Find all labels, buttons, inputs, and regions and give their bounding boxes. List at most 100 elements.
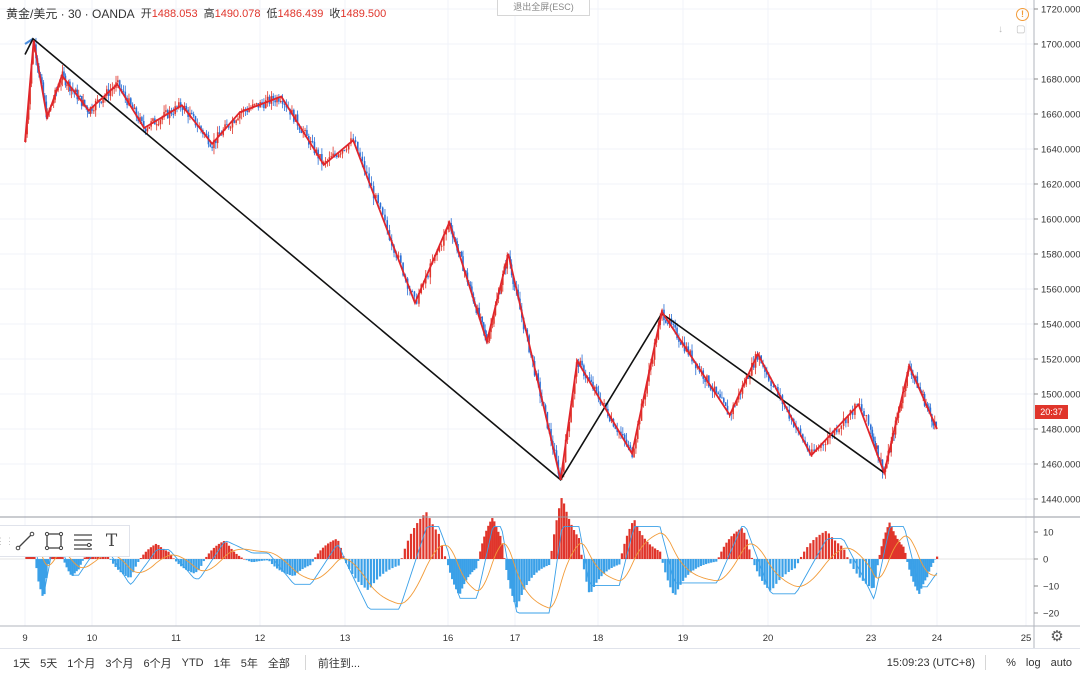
candle-body	[929, 407, 932, 415]
macd-histogram-bar	[608, 559, 611, 570]
macd-histogram-bar	[230, 548, 233, 559]
candle-body	[185, 105, 188, 110]
macd-histogram-bar	[934, 559, 937, 560]
square-icon[interactable]: ▢	[1016, 24, 1026, 35]
candle-body	[240, 111, 243, 114]
macd-histogram-bar	[523, 559, 526, 590]
macd-histogram-bar	[725, 542, 728, 559]
price-tick-label: 1640.000	[1041, 145, 1080, 156]
range-button[interactable]: 5天	[40, 657, 58, 670]
log-toggle[interactable]: log	[1025, 656, 1041, 669]
macd-histogram-bar	[375, 559, 379, 580]
macd-histogram-bar	[840, 545, 843, 559]
drawing-toolbar: ⋮⋮ T	[0, 525, 130, 557]
candle-body	[877, 445, 879, 458]
goto-date-button[interactable]: 前往到...	[317, 657, 361, 670]
macd-histogram-bar	[682, 559, 685, 581]
candle-body	[708, 375, 710, 387]
macd-histogram-bar	[625, 535, 629, 559]
candle-body	[42, 82, 45, 96]
range-button[interactable]: 3个月	[105, 657, 134, 670]
candle-body	[822, 444, 825, 446]
macd-histogram-bar	[812, 539, 815, 559]
clock[interactable]: 15:09:23 (UTC+8)	[886, 656, 976, 669]
macd-histogram-bar	[509, 559, 512, 589]
gear-icon[interactable]: ⚙	[1050, 628, 1064, 645]
macd-histogram-bar	[409, 533, 413, 559]
macd-histogram-bar	[477, 559, 480, 561]
range-button[interactable]: YTD	[181, 656, 204, 669]
range-button[interactable]: 1天	[13, 657, 31, 670]
macd-histogram-bar	[784, 559, 787, 575]
candle-body	[79, 95, 82, 97]
candle-body	[513, 284, 516, 287]
drag-handle-icon[interactable]: ⋮⋮	[0, 535, 14, 546]
price-tick-label: 1540.000	[1041, 320, 1080, 331]
symbol-title[interactable]: 黄金/美元 · 30 · OANDA	[6, 6, 135, 21]
macd-histogram-bar	[830, 537, 834, 559]
macd-histogram-bar	[615, 559, 618, 566]
candle-body	[58, 84, 61, 87]
exit-fullscreen-button[interactable]: 退出全屏(ESC)	[497, 0, 590, 16]
candle-body	[537, 373, 540, 382]
trend-line-tool[interactable]	[10, 526, 39, 556]
ohlc-low: 低1486.439	[266, 8, 324, 20]
arrow-down-icon[interactable]: ↓	[998, 24, 1003, 35]
price-tick-label: 1600.000	[1041, 215, 1080, 226]
price-tick-label: 1580.000	[1041, 250, 1080, 261]
macd-histogram-bar	[77, 559, 80, 570]
macd-histogram-bar	[553, 534, 556, 559]
macd-histogram-bar	[781, 559, 784, 577]
range-button[interactable]: 1个月	[67, 657, 96, 670]
info-icon[interactable]: !	[1016, 8, 1029, 21]
macd-histogram-bar	[560, 498, 563, 559]
candle-body	[278, 97, 280, 102]
macd-histogram-bar	[316, 553, 319, 559]
macd-histogram-bar	[177, 559, 180, 565]
macd-histogram-bar	[855, 559, 858, 574]
macd-histogram-bar	[122, 559, 125, 575]
macd-histogram-bar	[936, 556, 939, 559]
candle-body	[856, 404, 858, 406]
text-tool[interactable]: T	[97, 526, 126, 556]
candle-body	[306, 130, 308, 136]
macd-histogram-bar	[45, 559, 48, 578]
candle-body	[124, 91, 127, 98]
rectangle-icon	[44, 531, 63, 551]
macd-histogram-bar	[872, 559, 875, 588]
range-button[interactable]: 全部	[267, 657, 290, 670]
macd-histogram-bar	[479, 551, 482, 559]
candle-body	[418, 293, 420, 304]
candle-body	[93, 110, 95, 112]
macd-histogram-bar	[416, 523, 419, 559]
macd-histogram-bar	[543, 559, 546, 568]
rectangle-tool[interactable]	[39, 526, 68, 556]
macd-histogram-bar	[535, 559, 538, 573]
macd-histogram-bar	[172, 558, 175, 559]
candle-body	[869, 424, 872, 430]
macd-histogram-bar	[528, 559, 531, 582]
candle-body	[263, 103, 265, 109]
candle-body	[465, 270, 467, 273]
macd-histogram-bar	[766, 559, 769, 588]
range-button[interactable]: 6个月	[143, 657, 172, 670]
macd-histogram-bar	[874, 559, 877, 578]
macd-histogram-bar	[278, 559, 281, 571]
macd-histogram-bar	[304, 559, 307, 568]
fib-tool[interactable]	[68, 526, 97, 556]
candle-body	[871, 429, 874, 437]
candle-body	[564, 439, 567, 463]
candle-body	[668, 318, 671, 324]
macd-line	[26, 526, 938, 614]
macd-histogram-bar	[134, 559, 137, 567]
macd-histogram-bar	[164, 550, 168, 559]
macd-histogram-bar	[735, 531, 738, 559]
macd-histogram-bar	[117, 559, 120, 570]
percent-toggle[interactable]: %	[1006, 656, 1016, 669]
auto-toggle[interactable]: auto	[1050, 656, 1072, 669]
candle-body	[146, 128, 149, 132]
range-button[interactable]: 5年	[240, 657, 258, 670]
macd-histogram-bar	[195, 559, 198, 573]
main-chart[interactable]: 1720.000 1700.000 1680.000 1660.000 1640.000…	[0, 0, 1080, 648]
range-button[interactable]: 1年	[213, 657, 231, 670]
